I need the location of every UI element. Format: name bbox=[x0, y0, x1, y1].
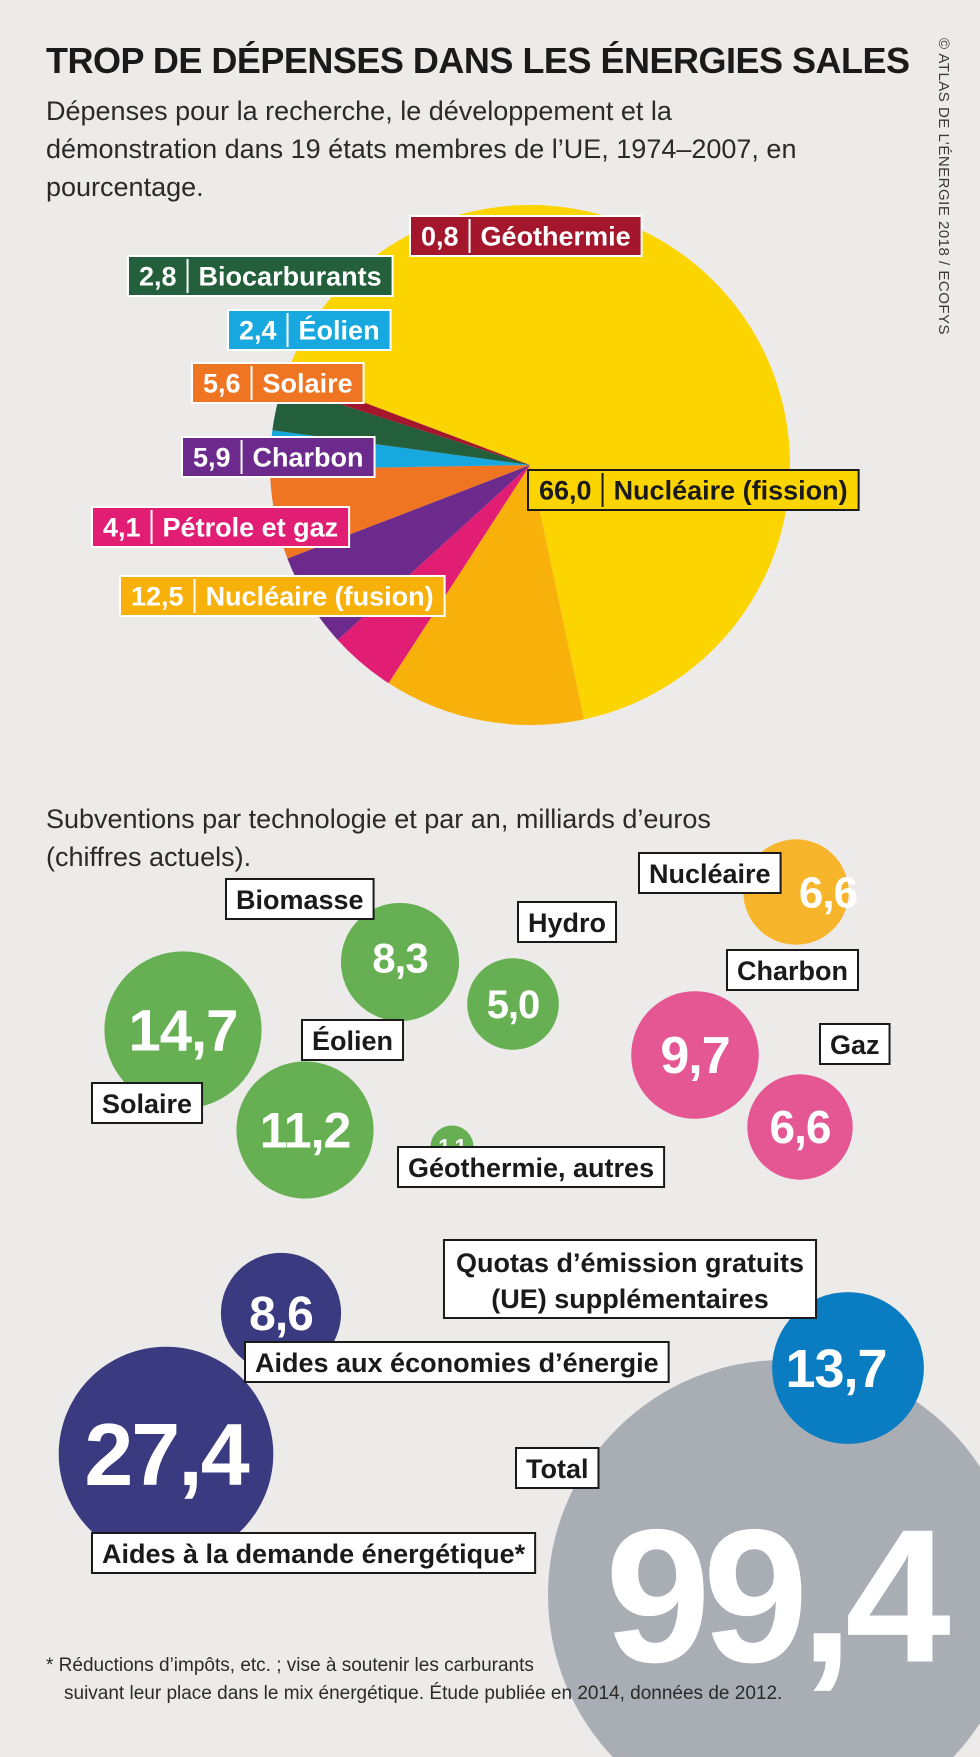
bubble-label-solaire: Solaire bbox=[91, 1082, 204, 1124]
pie-category-label: Pétrole et gaz bbox=[163, 513, 339, 543]
svg-text:Éolien: Éolien bbox=[312, 1025, 393, 1056]
footnote-line-2: suivant leur place dans le mix énergétiq… bbox=[64, 1683, 783, 1704]
bubble-label-gaz: Gaz bbox=[819, 1023, 891, 1065]
bubble-label-nucleaire: Nucléaire bbox=[638, 852, 782, 894]
bubble-value-solaire: 14,7 bbox=[129, 998, 238, 1063]
pie-chart: 66,0 Nucléaire (fission) 12,5 Nucléaire (fu… bbox=[91, 205, 860, 726]
pie-value-label: 4,1 bbox=[103, 513, 141, 543]
pie-value-label: 5,6 bbox=[203, 369, 241, 399]
bubble-label-aides-a-la-demande-energetique: Aides à la demande énergétique* bbox=[91, 1532, 537, 1574]
bubble-label-charbon: Charbon bbox=[726, 949, 859, 991]
svg-text:Aides à la demande énergétique: Aides à la demande énergétique* bbox=[102, 1539, 526, 1569]
svg-text:Biomasse: Biomasse bbox=[236, 885, 364, 915]
bubble-value-nucleaire: 6,6 bbox=[799, 868, 857, 917]
bubble-hydro bbox=[467, 958, 559, 1050]
bubble-label-eolien: Éolien bbox=[301, 1019, 405, 1061]
bubble-label-total: Total bbox=[515, 1447, 600, 1489]
svg-text:Aides aux économies d’énergie: Aides aux économies d’énergie bbox=[255, 1348, 659, 1378]
pie-category-label: Éolien bbox=[299, 315, 380, 346]
pie-category-label: Charbon bbox=[253, 443, 364, 473]
bubble-value-aides-a-la-demande-energetique: 27,4 bbox=[84, 1405, 249, 1504]
pie-value-label: 66,0 bbox=[539, 476, 592, 506]
bubble-value-gaz: 6,6 bbox=[770, 1101, 831, 1153]
bubble-gaz bbox=[747, 1074, 853, 1180]
bubble-label-geothermie-autres: Géothermie, autres bbox=[397, 1146, 666, 1188]
bubble-label-biomasse: Biomasse bbox=[225, 878, 375, 920]
bubble-solaire bbox=[104, 951, 262, 1109]
pie-value-label: 2,8 bbox=[139, 262, 177, 292]
pie-category-label: Biocarburants bbox=[199, 262, 382, 292]
pie-category-label: Nucléaire (fusion) bbox=[206, 582, 434, 612]
pie-label-biocarburants: 2,8 Biocarburants bbox=[127, 255, 394, 297]
pie-slice-biocarburants bbox=[272, 385, 530, 465]
chart-title: TROP DE DÉPENSES DANS LES ÉNERGIES SALES bbox=[46, 40, 910, 81]
bubble-value-hydro: 5,0 bbox=[487, 983, 540, 1027]
bubble-chart-title: Subventions par technologie et par an, m… bbox=[46, 804, 711, 872]
bubble-quotas-d-emission-gratuits-ue-supplementaires bbox=[772, 1292, 924, 1444]
pie-slice-petrole-et-gaz bbox=[337, 465, 530, 684]
bubble-value-quotas-d-emission-gratuits-ue-supplementaires: 13,7 bbox=[785, 1339, 886, 1399]
pie-value-label: 0,8 bbox=[421, 222, 459, 252]
pie-value-label: 12,5 bbox=[131, 582, 184, 612]
pie-label-charbon: 5,9 Charbon bbox=[181, 436, 376, 478]
bubble-value-eolien: 11,2 bbox=[260, 1103, 351, 1159]
bubble-biomasse bbox=[340, 902, 460, 1022]
pie-label-geothermie: 0,8 Géothermie bbox=[409, 215, 643, 257]
svg-text:Hydro: Hydro bbox=[528, 908, 606, 938]
bubble-eolien bbox=[236, 1061, 374, 1199]
pie-label-eolien: 2,4 Éolien bbox=[227, 309, 392, 351]
chart-subtitle: Dépenses pour la recherche, le développe… bbox=[46, 96, 797, 202]
pie-category-label: Solaire bbox=[263, 369, 353, 399]
bubble-aides-a-la-demande-energetique bbox=[58, 1346, 274, 1562]
svg-text:Total: Total bbox=[526, 1454, 589, 1484]
svg-text:Quotas d’émission gratuits: Quotas d’émission gratuits bbox=[456, 1248, 804, 1278]
footnote: * Réductions d’impôts, etc. ; vise à sou… bbox=[46, 1652, 926, 1708]
bubble-charbon bbox=[631, 991, 759, 1119]
pie-value-label: 2,4 bbox=[239, 316, 277, 346]
footnote-line-1: * Réductions d’impôts, etc. ; vise à sou… bbox=[46, 1655, 534, 1676]
pie-label-nucleaire-fusion: 12,5 Nucléaire (fusion) bbox=[119, 575, 446, 617]
svg-text:Solaire: Solaire bbox=[102, 1089, 192, 1119]
bubble-total bbox=[548, 1360, 980, 1757]
svg-text:Nucléaire: Nucléaire bbox=[649, 859, 771, 889]
svg-text:(UE) supplémentaires: (UE) supplémentaires bbox=[491, 1284, 769, 1314]
svg-text:Gaz: Gaz bbox=[830, 1030, 880, 1060]
bubble-value-total: 99,4 bbox=[605, 1491, 950, 1703]
svg-text:Charbon: Charbon bbox=[737, 956, 848, 986]
pie-category-label: Géothermie bbox=[481, 222, 631, 252]
bubble-label-hydro: Hydro bbox=[517, 901, 618, 943]
pie-category-label: Nucléaire (fission) bbox=[614, 476, 848, 506]
pie-label-petrole-et-gaz: 4,1 Pétrole et gaz bbox=[91, 506, 351, 548]
pie-slice-nucleaire-fusion bbox=[388, 465, 585, 726]
pie-slice-nucleaire-fission bbox=[286, 205, 790, 720]
bubble-value-charbon: 9,7 bbox=[660, 1027, 729, 1085]
bubble-value-biomasse: 8,3 bbox=[372, 935, 427, 982]
bubble-label-quotas: Quotas d’émission gratuits (UE) supplémen… bbox=[442, 1239, 818, 1319]
pie-label-solaire: 5,6 Solaire bbox=[191, 362, 365, 404]
bubble-value-aides-aux-economies-d-energie: 8,6 bbox=[249, 1288, 313, 1341]
svg-text:Géothermie, autres: Géothermie, autres bbox=[408, 1153, 654, 1183]
bubble-label-aides-aux-economies-d-energie: Aides aux économies d’énergie bbox=[244, 1341, 670, 1383]
pie-label-nucleaire-fission: 66,0 Nucléaire (fission) bbox=[527, 469, 860, 511]
pie-value-label: 5,9 bbox=[193, 443, 231, 473]
